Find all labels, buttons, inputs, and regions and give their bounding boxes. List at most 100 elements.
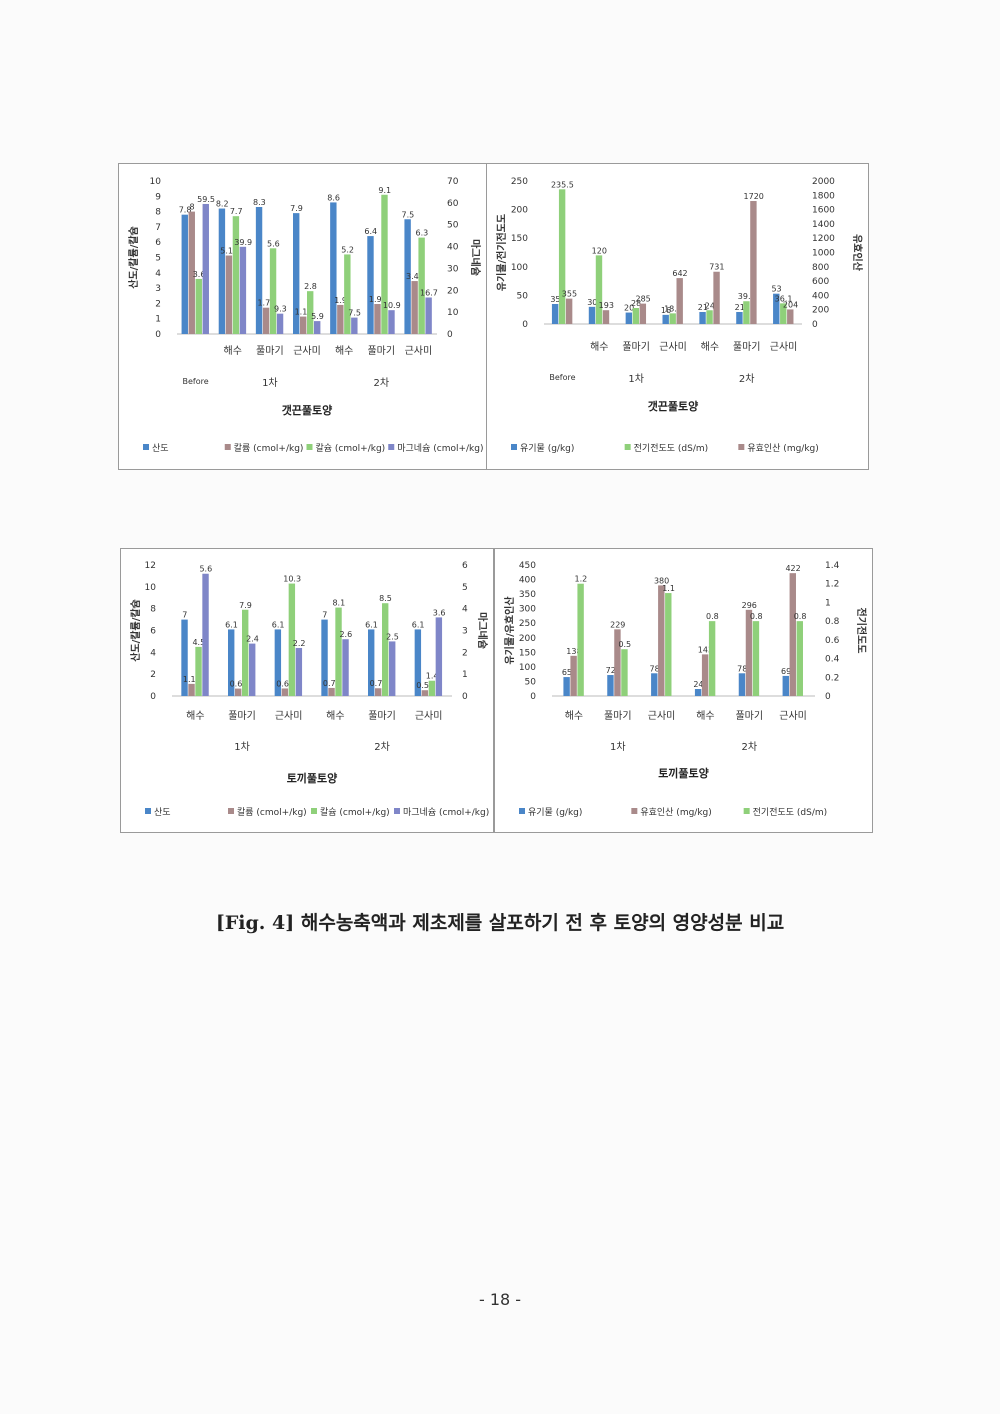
y-tick-label: 0 [155,330,161,340]
y2-tick-label: 2 [462,648,468,658]
bar-1 [706,310,713,324]
bar-1 [789,573,796,696]
y-tick-label: 200 [519,634,536,644]
y-tick-label: 350 [519,590,536,600]
data-label: 193 [599,301,614,310]
category-label: 근사미 [648,710,676,722]
y-tick-label: 10 [145,583,157,593]
bar-0 [563,677,570,696]
legend-swatch [631,808,638,814]
data-label: 16.7 [420,288,438,297]
y-tick-label: 400 [519,576,536,586]
data-label: 731 [709,263,724,272]
y-tick-label: 150 [519,648,536,658]
category-label: 해수 [696,709,714,722]
bar-3 [435,617,443,696]
bar-2 [382,603,389,696]
bar-1 [262,307,270,334]
data-label: 7.9 [239,601,252,610]
bar-2 [676,278,683,324]
y2-axis-label: 마그네슘 [476,612,489,649]
data-label: 0.8 [706,612,719,621]
bar-2 [335,607,342,696]
legend-swatch [228,808,234,814]
bar-0 [625,312,633,324]
data-label: 4.5 [192,638,205,647]
y-tick-label: 1 [155,315,161,325]
bar-1 [300,316,307,334]
data-label: 138 [566,647,581,656]
data-label: 78 [737,664,747,673]
data-label: 1.11 [183,675,201,684]
data-label: 9.1 [378,186,391,195]
category-label: Before [182,377,208,386]
bar-3 [295,647,303,696]
group-label: 2차 [741,741,757,753]
bar-2 [381,194,388,334]
bar-1 [225,255,233,334]
data-label: 7.7 [230,207,243,216]
bar-0 [773,293,780,324]
data-label: 8.5 [379,594,392,603]
y2-tick-label: 1400 [812,220,835,230]
legend-label: 마그네슘 (cmol+/kg) [403,807,489,818]
y2-tick-label: 60 [447,199,459,209]
data-label: 3.6 [433,608,446,617]
data-label: 422 [785,564,800,573]
data-label: 6.1 [272,620,285,629]
y-axis-label: 유기물/유효인산 [503,596,516,665]
chart-title: 토끼풀토양 [658,766,709,780]
bar-1 [281,688,289,696]
legend-label: 유효인산 (mg/kg) [747,443,818,454]
bar-0 [699,311,706,324]
bar-2 [621,649,628,696]
y-tick-label: 200 [511,206,528,216]
data-label: 6.3 [416,229,429,238]
bar-1 [188,683,195,696]
bar-0 [694,689,702,696]
y2-tick-label: 0.6 [825,636,840,646]
bar-2 [787,309,794,324]
y-tick-label: 6 [155,238,161,248]
y2-tick-label: 40 [447,243,459,253]
bar-1 [337,304,344,334]
bar-2 [639,303,647,324]
data-label: 35 [550,295,560,304]
legend-swatch [145,808,151,814]
data-label: 18.6 [664,304,682,313]
bar-0 [330,202,337,334]
legend-swatch [388,444,395,450]
bar-2 [428,680,436,696]
legend-swatch [511,444,517,450]
bar-0 [368,629,375,696]
bar-1 [570,655,577,696]
bar-0 [738,673,746,696]
bar-3 [276,313,284,334]
y-tick-label: 250 [519,619,536,629]
legend-label: 유기물 (g/kg) [520,443,574,454]
bar-0 [588,306,596,324]
legend-swatch [306,444,313,450]
bar-0 [367,236,374,334]
data-label: 1.96 [369,295,387,304]
y2-tick-label: 0 [447,330,453,340]
category-label: 해수 [565,709,583,722]
legend-label: 전기전도도 (dS/m) [634,443,709,454]
bar-0 [782,675,789,696]
data-label: 8.2 [216,200,229,209]
bar-3 [202,573,209,696]
bar-0 [274,629,282,696]
bar-1 [632,307,640,324]
category-label: 근사미 [659,341,687,353]
group-label: 2차 [374,377,390,389]
bar-0 [228,629,235,696]
data-label: 6.1 [412,620,425,629]
y2-tick-label: 2000 [812,177,835,187]
y2-tick-label: 1.4 [825,561,840,571]
y-tick-label: 4 [155,269,161,279]
y-tick-label: 100 [511,263,528,273]
bar-2 [269,248,277,334]
data-label: 0.53 [416,681,434,690]
bar-1 [188,211,195,334]
y2-tick-label: 400 [812,291,829,301]
